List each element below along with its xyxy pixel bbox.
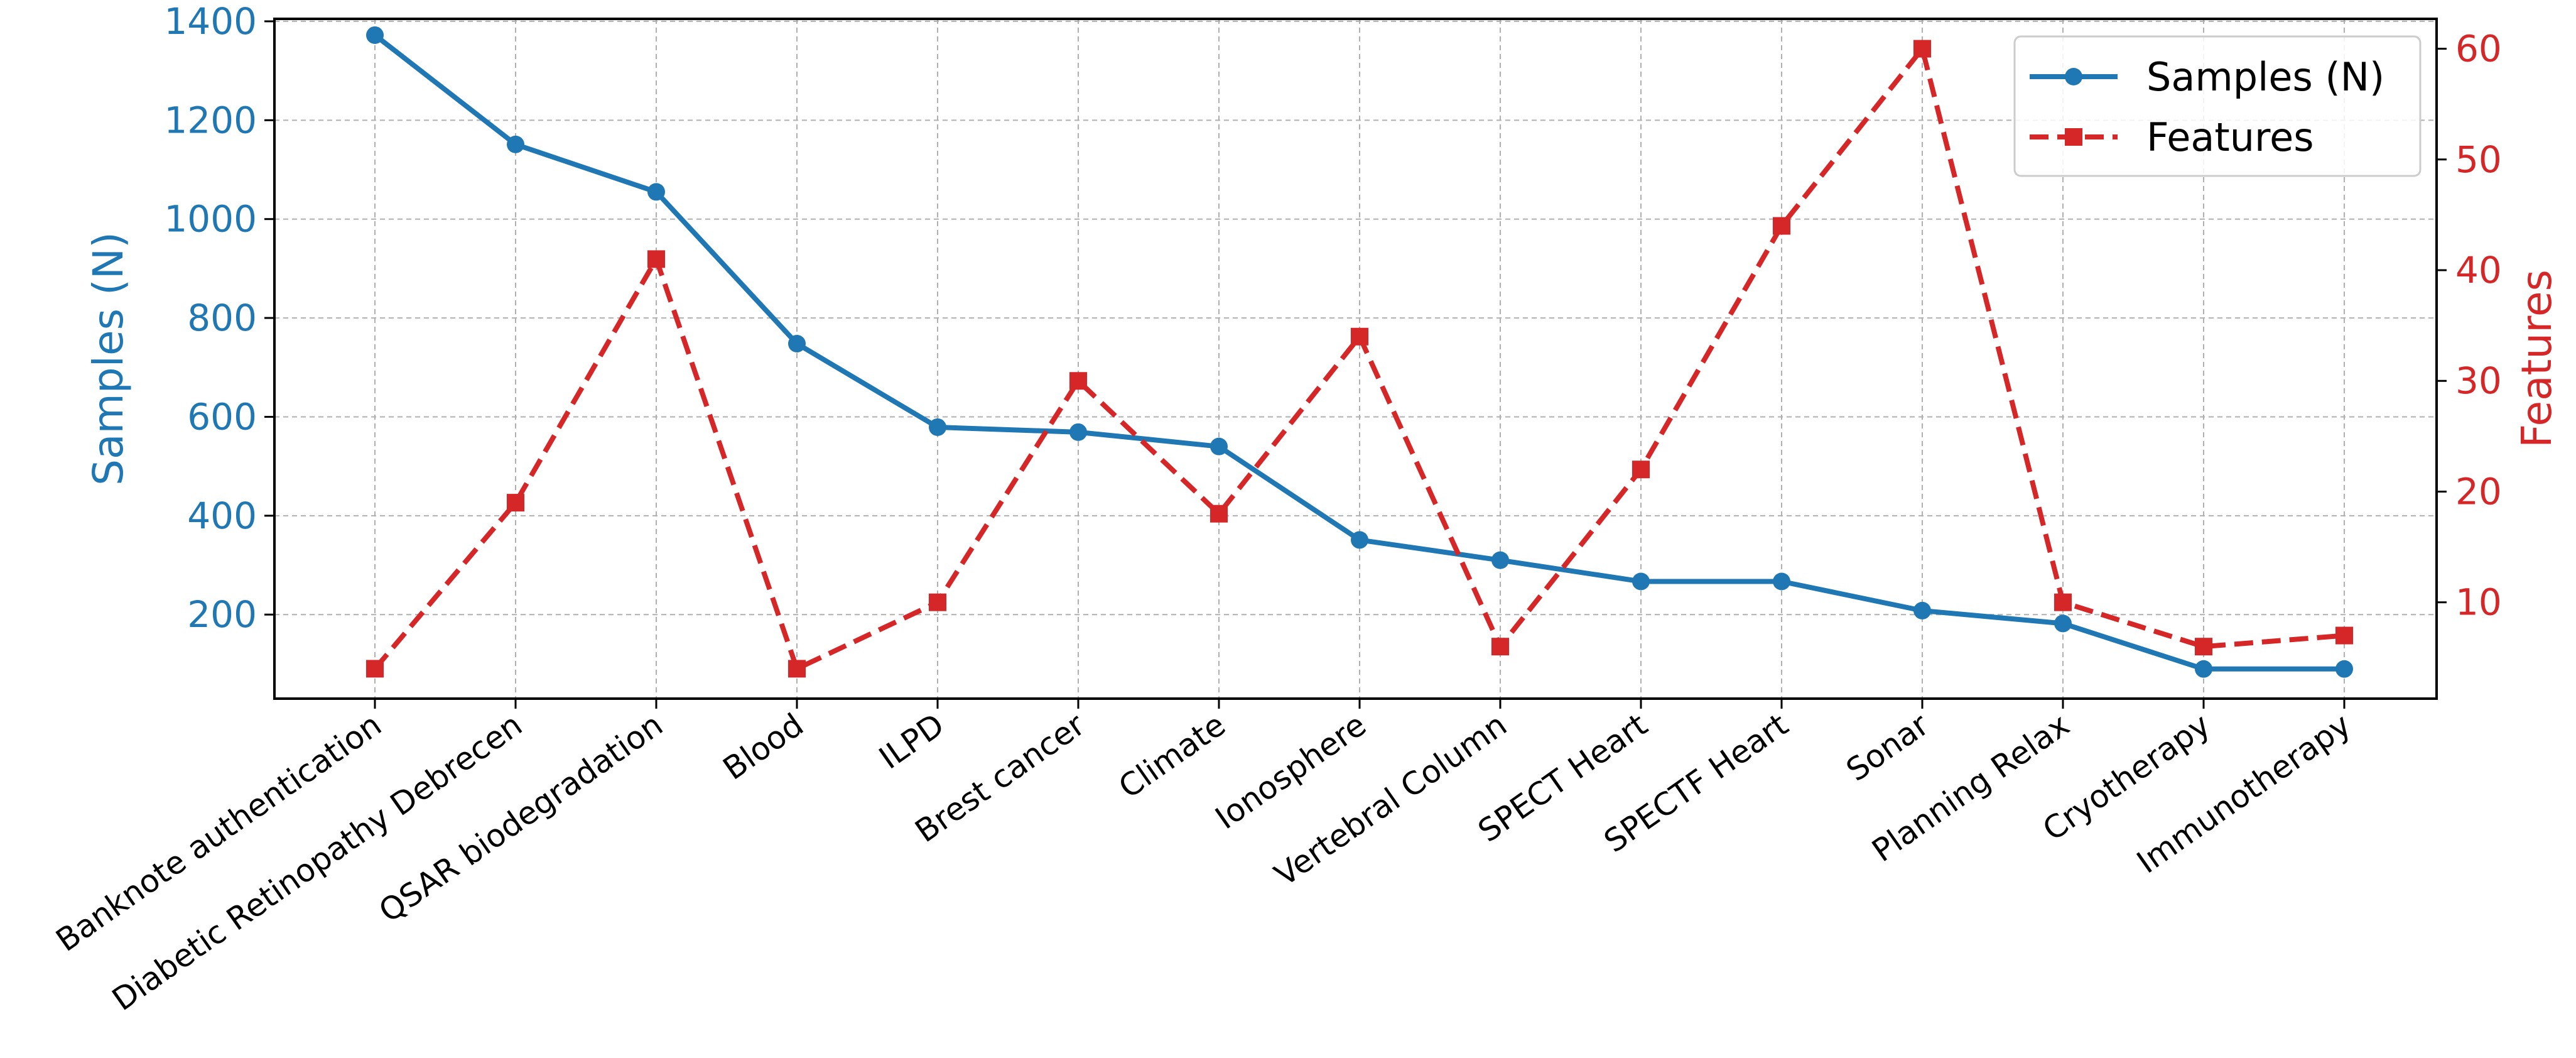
features-point xyxy=(1773,217,1790,235)
x-tick-label: ILPD xyxy=(872,706,950,776)
samples-point xyxy=(2054,614,2072,633)
features-point xyxy=(1210,504,1228,523)
samples-point xyxy=(507,135,524,153)
features-point xyxy=(1632,461,1650,479)
samples-point xyxy=(1773,572,1790,591)
samples-point xyxy=(2195,660,2212,678)
samples-point xyxy=(1913,601,1931,619)
x-tick-label: Sonar xyxy=(1840,706,1936,788)
features-point xyxy=(1351,327,1368,346)
left-tick-label: 600 xyxy=(187,395,257,438)
right-axis-label: Features xyxy=(2513,270,2561,448)
left-tick-label: 1200 xyxy=(164,99,257,141)
right-tick-label: 30 xyxy=(2455,359,2502,402)
legend-features-marker xyxy=(2065,128,2082,146)
features-point xyxy=(1069,372,1087,390)
features-point xyxy=(647,250,665,268)
samples-point xyxy=(788,334,806,352)
x-tick-label: Vertebral Column xyxy=(1268,706,1513,893)
features-point xyxy=(366,660,384,678)
legend: Samples (N) Features xyxy=(2013,35,2422,177)
features-point xyxy=(507,494,524,512)
features-point xyxy=(1913,40,1931,58)
samples-point xyxy=(647,183,665,201)
right-axis-ticks: 10 20 30 40 50 60 xyxy=(2437,28,2502,624)
features-point xyxy=(929,593,946,611)
right-tick-label: 50 xyxy=(2455,138,2502,181)
samples-point xyxy=(366,26,384,44)
samples-point xyxy=(2335,660,2353,678)
features-point xyxy=(2335,626,2353,645)
left-tick-label: 400 xyxy=(187,494,257,537)
x-tick-label: Blood xyxy=(717,706,810,787)
left-axis-ticks: 200 400 600 800 1000 1200 1400 xyxy=(164,0,274,636)
left-axis-label: Samples (N) xyxy=(84,232,133,486)
legend-samples-marker xyxy=(2065,68,2082,85)
left-tick-label: 200 xyxy=(187,593,257,636)
left-tick-label: 1000 xyxy=(164,198,257,241)
legend-box xyxy=(2013,35,2422,177)
legend-samples-label: Samples (N) xyxy=(2146,54,2384,100)
plot-frame xyxy=(273,18,2438,700)
right-tick-label: 10 xyxy=(2455,581,2502,624)
left-tick-label: 1400 xyxy=(164,0,257,43)
samples-point xyxy=(1491,551,1509,569)
features-point xyxy=(788,660,806,678)
samples-point xyxy=(929,418,946,436)
right-tick-label: 20 xyxy=(2455,470,2502,513)
legend-features-label: Features xyxy=(2146,114,2314,160)
samples-point xyxy=(1069,423,1087,441)
left-tick-label: 800 xyxy=(187,297,257,339)
features-point xyxy=(2054,593,2072,611)
samples-point xyxy=(1210,437,1228,455)
features-point xyxy=(2195,638,2212,656)
series xyxy=(366,26,2353,678)
right-tick-label: 60 xyxy=(2455,28,2502,70)
samples-point xyxy=(1351,531,1368,549)
samples-point xyxy=(1632,572,1650,591)
x-tick-label: Climate xyxy=(1112,706,1232,805)
features-point xyxy=(1491,638,1509,656)
right-tick-label: 40 xyxy=(2455,249,2502,292)
